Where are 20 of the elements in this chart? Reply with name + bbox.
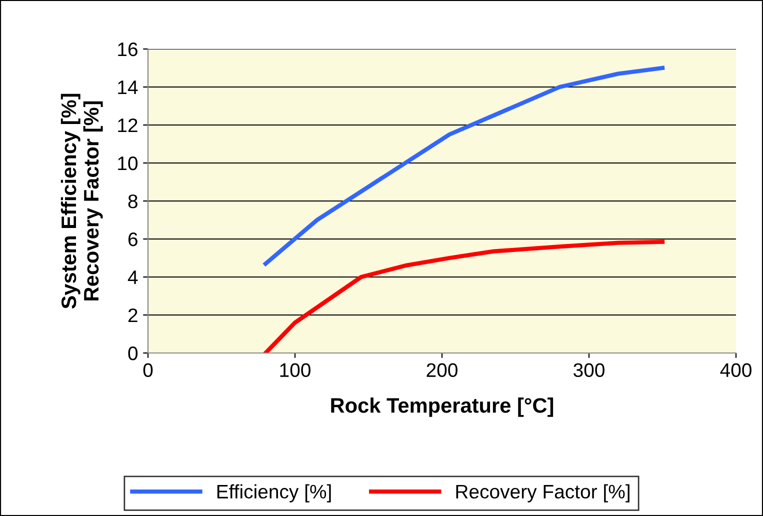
legend-label: Efficiency [%] [217,484,331,502]
x-tick-label: 0 [143,363,153,378]
y-tick-label: 4 [128,270,138,284]
y-tick-label: 10 [118,156,138,170]
line-series [264,66,665,266]
y-tick-label: 16 [118,42,138,56]
y-tick-label: 6 [128,232,138,246]
y-tick-label: 0 [128,346,138,360]
y-axis-title: System Efficiency [%] Recovery Factor [%] [60,94,103,309]
x-axis-title: Rock Temperature [°C] [331,398,554,417]
legend-label: Recovery Factor [%] [456,484,630,502]
x-tick-label: 100 [280,363,310,378]
x-tick-label: 400 [720,363,752,378]
y-tick-label: 8 [128,194,138,208]
x-tick-label: 200 [426,363,458,378]
line-series [264,240,665,353]
y-tick-label: 14 [118,80,138,94]
y-tick-label: 2 [128,308,138,322]
y-tick-label: 12 [118,118,138,132]
x-tick-label: 300 [574,363,604,378]
